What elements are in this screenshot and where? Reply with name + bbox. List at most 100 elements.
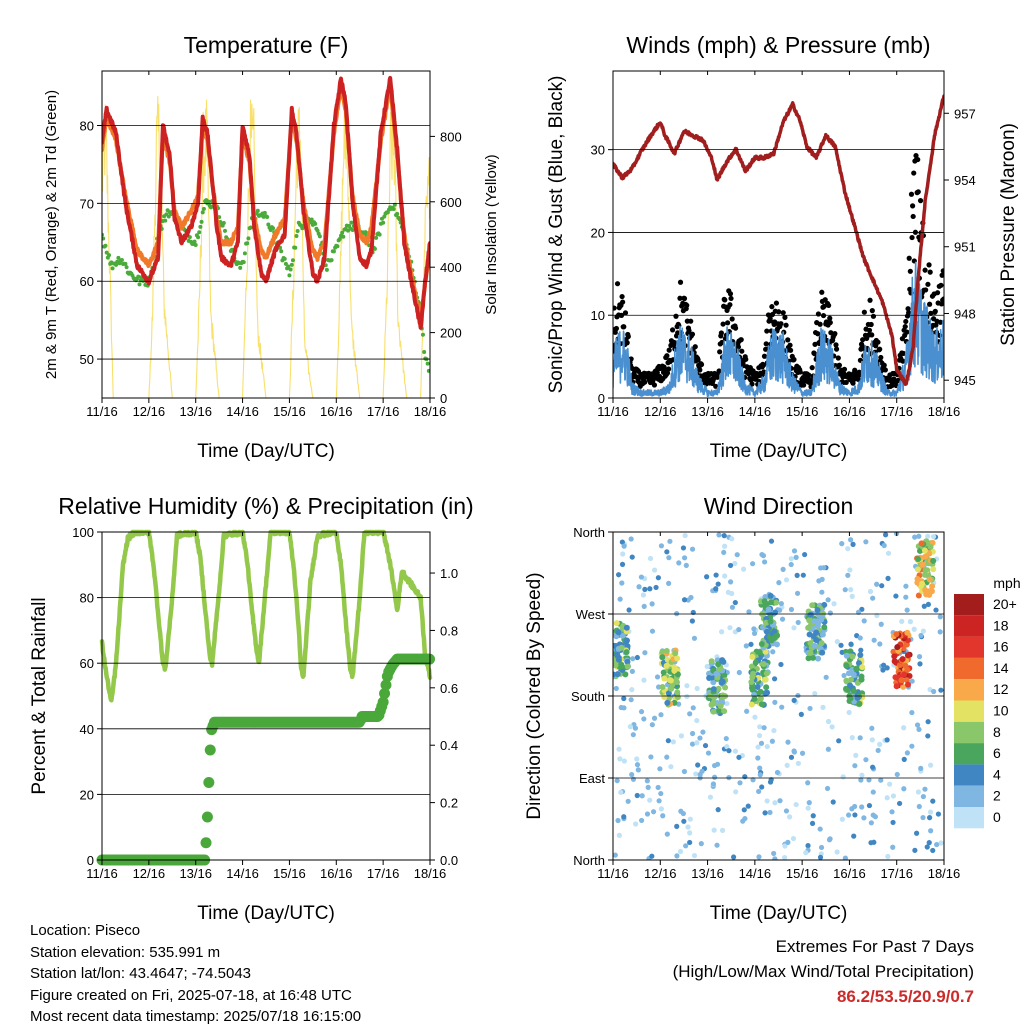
- direction-point: [618, 644, 625, 651]
- direction-point: [909, 743, 915, 749]
- plot-area: [613, 94, 944, 398]
- gust-point: [783, 322, 789, 328]
- dewpoint-point: [395, 211, 400, 216]
- legend-swatch: [954, 657, 984, 680]
- location-text: Location: Piseco: [30, 922, 141, 939]
- dewpoint-point: [201, 206, 206, 211]
- direction-point: [726, 748, 732, 754]
- direction-point: [616, 572, 622, 578]
- precip-point: [200, 837, 212, 849]
- direction-point: [649, 722, 655, 728]
- direction-point: [849, 806, 855, 812]
- direction-point: [858, 676, 865, 683]
- y-tick-label: 20: [80, 787, 94, 802]
- gust-point: [776, 309, 782, 315]
- direction-point: [843, 685, 850, 692]
- direction-point: [803, 850, 809, 856]
- direction-point: [834, 849, 840, 855]
- direction-point: [904, 629, 911, 636]
- direction-point: [926, 840, 932, 846]
- x-tick-label: 12/16: [133, 866, 166, 881]
- gust-point: [669, 327, 676, 333]
- direction-point: [800, 572, 806, 578]
- gust-point: [651, 382, 658, 388]
- direction-point: [691, 852, 698, 859]
- direction-point: [636, 584, 642, 590]
- direction-point: [839, 816, 845, 822]
- direction-point: [689, 730, 696, 737]
- direction-point: [920, 628, 926, 634]
- direction-point: [817, 826, 823, 832]
- direction-point: [802, 551, 808, 558]
- direction-point: [625, 798, 631, 804]
- direction-point: [613, 671, 617, 678]
- direction-point: [658, 543, 665, 549]
- dewpoint-point: [116, 255, 121, 260]
- plot-frame: [612, 70, 945, 399]
- dewpoint-point: [391, 206, 396, 211]
- direction-point: [840, 774, 846, 780]
- direction-point: [937, 614, 943, 620]
- direction-point: [749, 686, 756, 693]
- y-tick-label: 80: [80, 591, 94, 606]
- direction-point: [715, 685, 722, 692]
- x-axis-label: Time (Day/UTC): [197, 903, 335, 924]
- dewpoint-point: [221, 221, 226, 226]
- dewpoint-point: [286, 264, 291, 269]
- gust-point: [878, 354, 884, 361]
- gust-point: [664, 353, 670, 359]
- dewpoint-point: [279, 249, 284, 254]
- direction-point: [767, 809, 773, 816]
- direction-point: [711, 762, 718, 769]
- direction-point: [937, 629, 943, 635]
- gust-point: [738, 337, 744, 343]
- precip-point: [379, 688, 391, 700]
- precip-point: [201, 811, 213, 823]
- direction-point: [848, 587, 854, 593]
- direction-point: [843, 662, 850, 669]
- direction-point: [748, 663, 755, 670]
- direction-point: [805, 624, 812, 631]
- direction-point: [902, 662, 909, 669]
- direction-point: [655, 575, 661, 581]
- direction-point: [846, 709, 852, 716]
- x-tick-label: 17/16: [880, 404, 913, 419]
- direction-point: [627, 724, 633, 730]
- direction-point: [893, 593, 899, 599]
- precip-point: [204, 744, 216, 756]
- gust-point: [787, 342, 793, 348]
- direction-point: [818, 616, 825, 623]
- direction-point: [847, 695, 854, 702]
- dewpoint-point: [206, 199, 211, 204]
- direction-point: [674, 853, 680, 859]
- direction-point: [761, 725, 767, 731]
- y-tick-label: North: [573, 853, 605, 868]
- plot-frame: [101, 531, 431, 861]
- direction-point: [733, 789, 739, 795]
- direction-point: [799, 750, 806, 756]
- y2-tick-label: 0.4: [440, 738, 458, 753]
- direction-point: [694, 740, 700, 746]
- y-tick-label: 40: [80, 722, 94, 737]
- direction-point: [619, 539, 625, 545]
- gust-point: [677, 295, 683, 301]
- direction-point: [659, 683, 666, 690]
- direction-point: [938, 840, 944, 846]
- direction-point: [829, 724, 835, 730]
- direction-point: [874, 581, 880, 587]
- gust-point: [722, 297, 728, 303]
- direction-point: [893, 631, 900, 638]
- direction-point: [819, 589, 825, 595]
- direction-point: [683, 843, 689, 849]
- direction-point: [694, 717, 700, 724]
- direction-point: [849, 735, 855, 741]
- direction-point: [676, 560, 682, 566]
- direction-point: [901, 786, 907, 792]
- direction-point: [613, 662, 619, 669]
- direction-point: [619, 580, 625, 586]
- direction-point: [819, 631, 826, 638]
- gust-point: [801, 382, 807, 388]
- direction-point: [749, 653, 756, 660]
- gust-point: [666, 347, 672, 353]
